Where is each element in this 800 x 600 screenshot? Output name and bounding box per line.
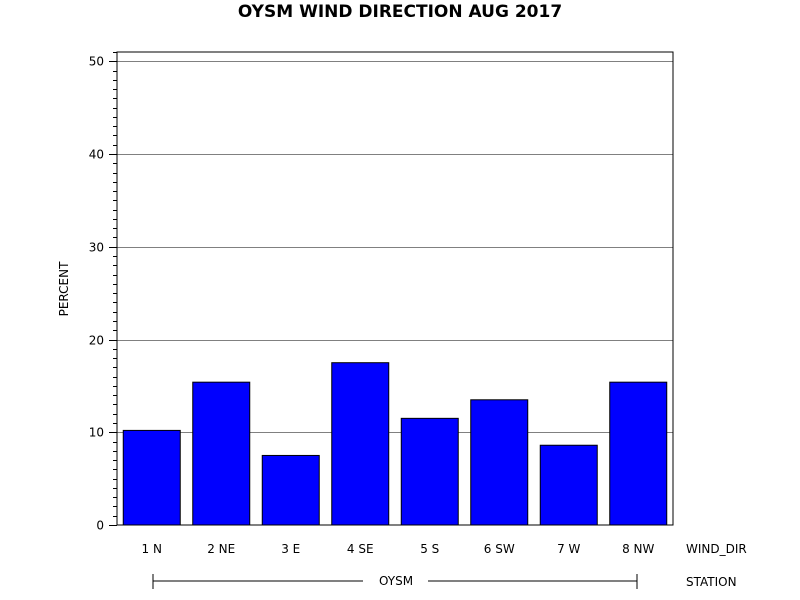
station-group-bracket: OYSM	[152, 574, 638, 589]
x-axis-label: WIND_DIR	[686, 542, 747, 556]
x-tick-label: 8 NW	[622, 542, 654, 556]
x-tick-label: 3 E	[281, 542, 300, 556]
y-tick-label: 30	[89, 241, 104, 255]
x-tick-label: 1 N	[142, 542, 162, 556]
bar	[122, 429, 181, 526]
x-tick-label: 5 S	[420, 542, 439, 556]
plot-frame	[116, 51, 674, 526]
bar	[609, 381, 668, 526]
x-tick-label: 4 SE	[347, 542, 374, 556]
chart-title: OYSM WIND DIRECTION AUG 2017	[238, 2, 562, 22]
x-tick-label: 2 NE	[207, 542, 235, 556]
y-tick-label: 10	[89, 426, 104, 440]
bar	[261, 454, 320, 526]
station-axis-label: STATION	[686, 575, 737, 589]
y-tick-label: 20	[89, 334, 104, 348]
y-tick-label: 40	[89, 148, 104, 162]
y-tick-label: 50	[89, 55, 104, 69]
y-axis-label: PERCENT	[57, 261, 71, 316]
bar	[400, 417, 459, 526]
y-tick-label: 0	[96, 519, 104, 533]
station-group-label: OYSM	[379, 574, 413, 588]
x-tick-label: 7 W	[557, 542, 580, 556]
bar	[331, 362, 390, 526]
bar	[539, 444, 598, 526]
bar	[192, 381, 251, 526]
bar	[470, 399, 529, 526]
x-tick-label: 6 SW	[484, 542, 515, 556]
